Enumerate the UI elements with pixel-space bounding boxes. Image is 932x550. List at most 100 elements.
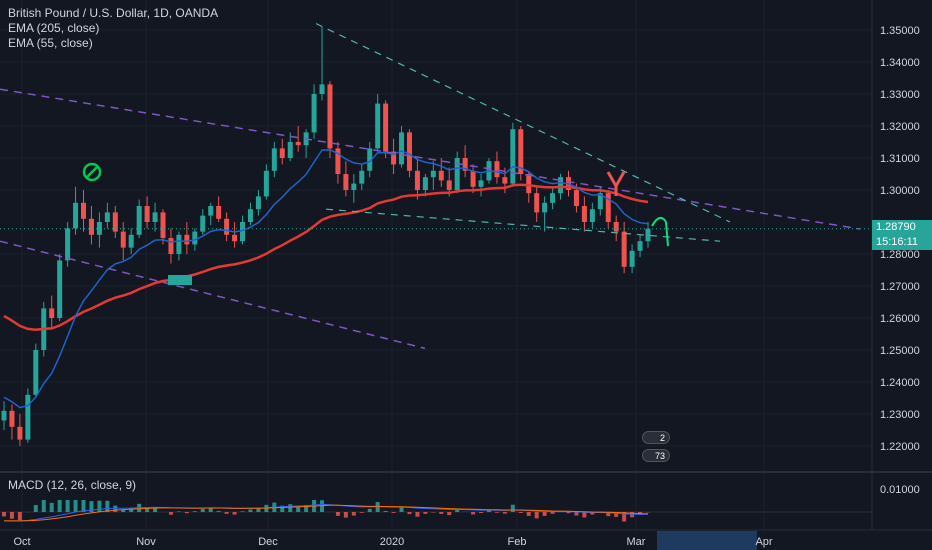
trendline-upper <box>0 88 861 230</box>
candle-body <box>391 151 397 165</box>
macd-hist-bar <box>534 512 539 519</box>
macd-legend: MACD (12, 26, close, 9) <box>8 478 137 492</box>
macd-hist-bar <box>33 505 38 512</box>
candle-body <box>152 212 158 222</box>
macd-hist-bar <box>2 512 6 517</box>
candle-body <box>9 410 15 427</box>
macd-hist-bar <box>89 501 94 512</box>
candle-body <box>57 260 63 318</box>
macd-hist-bar <box>335 512 340 516</box>
candle-body <box>136 206 142 235</box>
candle-body <box>287 142 293 158</box>
candle-body <box>454 158 460 190</box>
macd-hist-bar <box>590 512 595 515</box>
macd-hist-bar <box>439 512 444 514</box>
candle-body <box>534 193 540 213</box>
candle-body <box>33 350 39 395</box>
event-badge-us[interactable]: 73 <box>642 449 670 462</box>
price-tick-label: 1.34000 <box>880 57 920 69</box>
macd-hist-bar <box>486 509 491 512</box>
candle-body <box>335 148 341 174</box>
price-tick-label: 1.22000 <box>880 441 920 453</box>
event-badge-uk[interactable]: 2 <box>642 431 670 444</box>
candle-body <box>550 193 556 203</box>
trendline-green-lower <box>325 208 721 242</box>
candle-body <box>494 161 500 178</box>
candle-body <box>120 231 126 248</box>
macd-hist-bar <box>415 512 420 517</box>
macd-hist-bar <box>41 500 46 512</box>
candle-body <box>351 183 357 190</box>
macd-hist-bar <box>614 512 619 517</box>
down-arrow-icon <box>606 171 626 196</box>
candle-body <box>88 218 94 235</box>
candle-body <box>271 148 277 171</box>
macd-tick-label: 0.01000 <box>880 484 920 496</box>
candle-body <box>518 129 524 174</box>
macd-hist-bar <box>367 508 372 512</box>
macd-hist-bar <box>566 512 571 514</box>
candle-body <box>200 215 206 232</box>
candle-body <box>96 222 102 235</box>
price-tick-label: 1.31000 <box>880 153 920 165</box>
macd-hist-bar <box>200 508 205 512</box>
event-badge-uk-count: 2 <box>659 433 665 443</box>
macd-hist-bar <box>57 500 62 512</box>
candle-body <box>430 170 436 178</box>
candle-body <box>81 202 87 219</box>
macd-hist-bar <box>49 502 54 512</box>
candle-body <box>383 103 389 152</box>
candle-body <box>49 308 55 318</box>
candle-body <box>311 94 317 133</box>
candle-body <box>192 231 198 245</box>
candle-body <box>208 206 214 216</box>
macd-hist-bar <box>208 508 213 512</box>
macd-signal-line <box>4 504 649 522</box>
macd-hist-bar <box>351 512 356 516</box>
candle-body <box>462 158 468 171</box>
candle-body <box>73 202 79 229</box>
candle-body <box>573 190 579 206</box>
time-axis-highlight <box>657 531 757 550</box>
macd-hist-bar <box>447 512 452 516</box>
price-tick-label: 1.27000 <box>880 281 920 293</box>
candle-body <box>255 196 261 210</box>
ema205-line <box>3 183 649 332</box>
candle-body <box>422 177 428 190</box>
no-entry-icon <box>82 162 102 182</box>
macd-hist-bar <box>455 509 460 512</box>
macd-hist-bar <box>407 512 412 515</box>
time-tick-label: Dec <box>258 536 278 548</box>
candle-body <box>558 177 564 194</box>
macd-hist-bar <box>81 500 86 512</box>
macd-hist-bar <box>73 500 78 512</box>
ema55-line <box>3 149 649 409</box>
macd-hist-bar <box>145 507 150 512</box>
macd-hist-bar <box>296 506 301 512</box>
macd-hist-bar <box>105 500 110 512</box>
candle-body <box>375 103 381 149</box>
candle-body <box>176 234 182 254</box>
candle-body <box>295 142 301 146</box>
macd-hist-bar <box>518 512 523 513</box>
macd-hist-bar <box>153 507 158 512</box>
macd-hist-bar <box>574 512 579 516</box>
macd-line <box>4 503 648 522</box>
macd-hist-bar <box>471 512 476 515</box>
macd-hist-bar <box>256 508 261 512</box>
macd-hist-bar <box>9 512 14 519</box>
candle-body <box>232 234 238 242</box>
candle-body <box>367 148 373 171</box>
macd-hist-bar <box>232 512 237 515</box>
candle-body <box>478 180 484 187</box>
macd-hist-bar <box>479 512 484 514</box>
macd-hist-bar <box>494 512 499 513</box>
candle-body <box>406 132 412 171</box>
macd-hist-bar <box>224 512 229 514</box>
candle-body <box>621 231 627 267</box>
macd-hist-bar <box>288 504 293 512</box>
candle-body <box>1 410 7 421</box>
candle-body <box>279 148 285 158</box>
macd-hist-bar <box>176 511 181 512</box>
